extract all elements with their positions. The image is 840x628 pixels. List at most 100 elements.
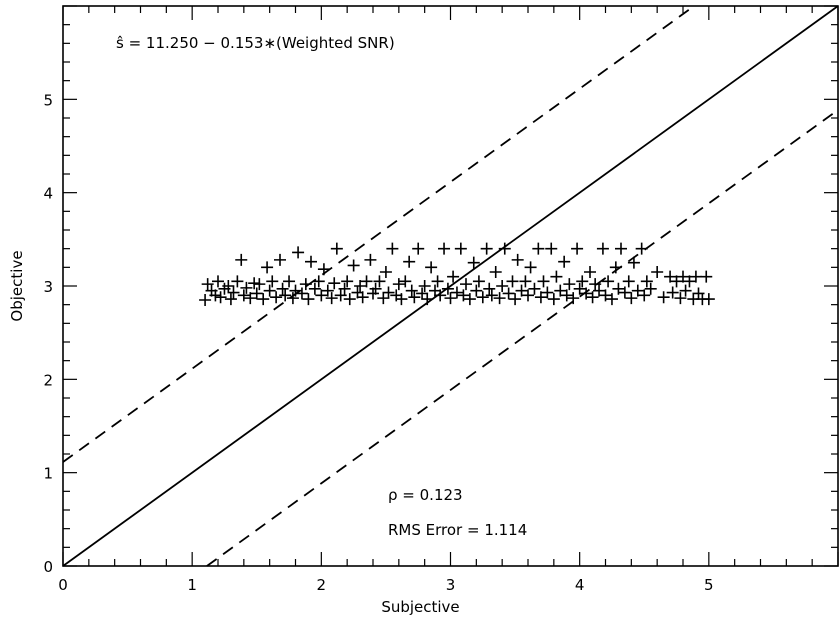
scatter-point (244, 292, 257, 305)
scatter-point (444, 292, 457, 305)
scatter-point (460, 278, 472, 291)
scatter-point (263, 284, 276, 297)
scatter-point (558, 255, 571, 268)
scatter-point (631, 284, 644, 297)
y-tick-label: 4 (43, 185, 53, 203)
scatter-point (240, 281, 253, 294)
scatter-point (657, 291, 670, 304)
plot-frame (62, 5, 839, 567)
scatter-point (231, 275, 244, 288)
y-tick-label: 2 (43, 371, 53, 389)
scatter-point (279, 289, 292, 302)
scatter-point (480, 242, 493, 255)
scatter-point (438, 242, 451, 255)
scatter-point (554, 284, 567, 297)
scatter-point (403, 255, 416, 268)
scatter-point (283, 275, 296, 288)
x-tick-label: 0 (58, 576, 68, 594)
scatter-point (276, 282, 289, 295)
x-tick-label: 4 (575, 576, 585, 594)
scatter-point (308, 282, 321, 295)
scatter-point (248, 277, 261, 290)
scatter-point (289, 284, 302, 297)
scatter-point (377, 292, 390, 305)
scatter-point (522, 289, 534, 302)
scatter-point (425, 261, 438, 274)
scatter-point (356, 291, 369, 304)
scatter-point (683, 275, 696, 288)
scatter-point (496, 280, 509, 292)
scatter-point (441, 282, 454, 295)
scatter-point (257, 293, 270, 306)
scatter-point (334, 289, 347, 302)
scatter-point (295, 287, 308, 300)
scatter-point (593, 284, 606, 297)
y-tick-label: 1 (43, 465, 53, 483)
scatter-point (325, 292, 338, 305)
scatter-point (237, 289, 250, 302)
scatter-point (506, 275, 519, 288)
identity-line (62, 5, 839, 567)
scatter-point (386, 242, 399, 255)
scatter-point (227, 286, 240, 299)
scatter-point (502, 287, 515, 300)
scatter-point (470, 284, 483, 297)
scatter-point (580, 287, 593, 300)
scatter-point (563, 278, 576, 291)
scatter-point (302, 293, 315, 306)
scatter-point (416, 287, 429, 300)
scatter-point (679, 284, 692, 297)
scatter-point (305, 255, 317, 268)
scatter-point (489, 266, 502, 278)
scatter-point (201, 278, 214, 291)
scatter-point (364, 253, 377, 266)
scatter-point (379, 266, 392, 278)
x-axis-title: Subjective (381, 598, 459, 616)
scatter-point (664, 270, 677, 283)
scatter-point (341, 275, 354, 288)
scatter-point (286, 292, 299, 305)
scatter-point (485, 289, 498, 302)
scatter-point (537, 275, 550, 288)
scatter-point (571, 242, 584, 255)
scatter-point (312, 275, 325, 288)
scatter-point (599, 289, 612, 302)
scatter-point (392, 278, 405, 291)
scatter-point (666, 286, 679, 299)
scatter-point (395, 293, 408, 306)
scatter-point (222, 280, 235, 292)
scatter-point (528, 282, 541, 295)
scatter-point (421, 293, 434, 306)
scatter-point (328, 277, 341, 290)
scatter-point (457, 289, 470, 302)
y-axis-title: Objective (8, 250, 26, 321)
scatter-point (509, 293, 522, 306)
scatter-point (235, 253, 248, 266)
scatter-point (434, 289, 447, 302)
scatter-point (618, 286, 631, 299)
scatter-point (399, 275, 412, 288)
scatter-point (209, 289, 222, 302)
scatter-point (625, 292, 638, 305)
scatter-point (702, 293, 715, 306)
scatter-point (586, 291, 599, 304)
rms-annotation: RMS Error = 1.114 (388, 521, 527, 539)
scatter-point (560, 289, 573, 302)
scatter-point (214, 291, 227, 304)
scatter-point (677, 270, 689, 283)
y-tick-label: 5 (43, 91, 53, 109)
scatter-point (584, 266, 596, 278)
scatter-point (463, 293, 476, 306)
scatter-point (532, 242, 545, 255)
scatter-point (412, 242, 425, 255)
scatter-point (338, 282, 351, 295)
x-tick-label: 5 (704, 576, 714, 594)
scatter-point (622, 275, 635, 288)
scatter-point (541, 286, 554, 299)
scatter-point (515, 284, 528, 297)
scatter-point (274, 253, 286, 266)
scatter-point (573, 282, 586, 295)
scatter-point (635, 242, 648, 255)
scatter-point (454, 242, 467, 255)
scatter-point (547, 293, 560, 306)
